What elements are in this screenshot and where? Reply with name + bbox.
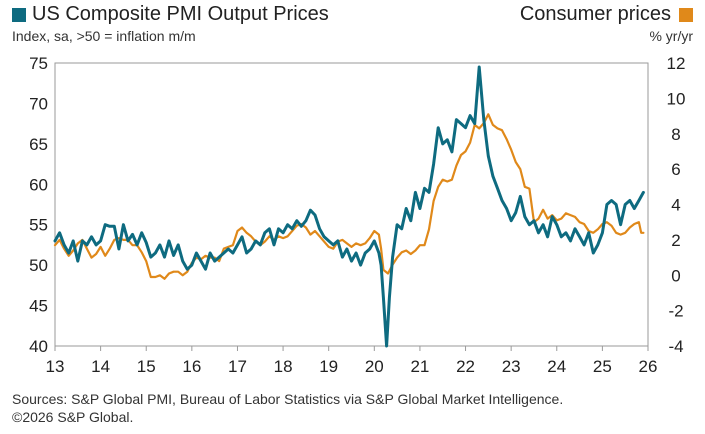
y-right-tick-label: 4 [671, 196, 680, 215]
legend-pmi: US Composite PMI Output Prices [12, 3, 329, 26]
y-left-tick-label: 40 [29, 337, 48, 356]
plot-frame [54, 62, 649, 347]
legend-pmi-swatch [12, 7, 26, 22]
source-text: Sources: S&P Global PMI, Bureau of Labor… [12, 391, 564, 407]
axes-layer [54, 62, 649, 351]
legend-cpi-label: Consumer prices [519, 3, 671, 25]
y-right-tick-label: 2 [671, 231, 680, 250]
y-right-tick-label: 0 [671, 266, 680, 285]
y-left-tick-label: 75 [29, 54, 48, 73]
y-left-tick-label: 55 [29, 216, 48, 235]
x-tick-label: 22 [456, 357, 475, 376]
x-tick-label: 18 [274, 357, 293, 376]
x-tick-label: 26 [639, 357, 658, 376]
y-left-tick-label: 65 [29, 135, 48, 154]
y-right-tick-label: 8 [671, 125, 680, 144]
series-line-pmi [53, 65, 645, 348]
y-left-tick-label: 50 [29, 256, 48, 275]
y-right-tick-label: 12 [667, 54, 686, 73]
y-left-tick-label: 60 [29, 175, 48, 194]
source-note: Sources: S&P Global PMI, Bureau of Labor… [12, 390, 692, 426]
y-left-tick-label: 70 [29, 94, 48, 113]
series-line-cpi [53, 113, 645, 280]
x-tick-label: 19 [319, 357, 338, 376]
x-tick-label: 14 [91, 357, 110, 376]
x-tick-label: 13 [46, 357, 65, 376]
copyright-text: ©2026 S&P Global. [12, 409, 134, 425]
y-right-tick-label: -2 [668, 302, 683, 321]
x-tick-label: 16 [182, 357, 201, 376]
y-left-tick-label: 45 [29, 297, 48, 316]
x-tick-label: 23 [502, 357, 521, 376]
y-right-tick-label: 10 [667, 89, 686, 108]
legend-cpi-swatch [679, 7, 693, 22]
y-right-tick-label: 6 [671, 160, 680, 179]
x-tick-label: 15 [137, 357, 156, 376]
x-tick-label: 24 [547, 357, 566, 376]
x-tick-label: 20 [365, 357, 384, 376]
x-tick-label: 25 [593, 357, 612, 376]
x-tick-label: 17 [228, 357, 247, 376]
y-right-tick-label: -4 [668, 337, 683, 356]
y-axis-right-label: % yr/yr [649, 28, 693, 44]
ticks-layer: 13 14 15 16 17 18 19 20 21 22 23 24 25 26404550556065… [29, 54, 685, 376]
y-axis-left-label: Index, sa, >50 = inflation m/m [12, 28, 196, 44]
series-layer [53, 65, 645, 348]
legend-cpi: Consumer prices [520, 3, 693, 26]
legend-pmi-label: US Composite PMI Output Prices [32, 3, 329, 25]
x-tick-label: 21 [410, 357, 429, 376]
